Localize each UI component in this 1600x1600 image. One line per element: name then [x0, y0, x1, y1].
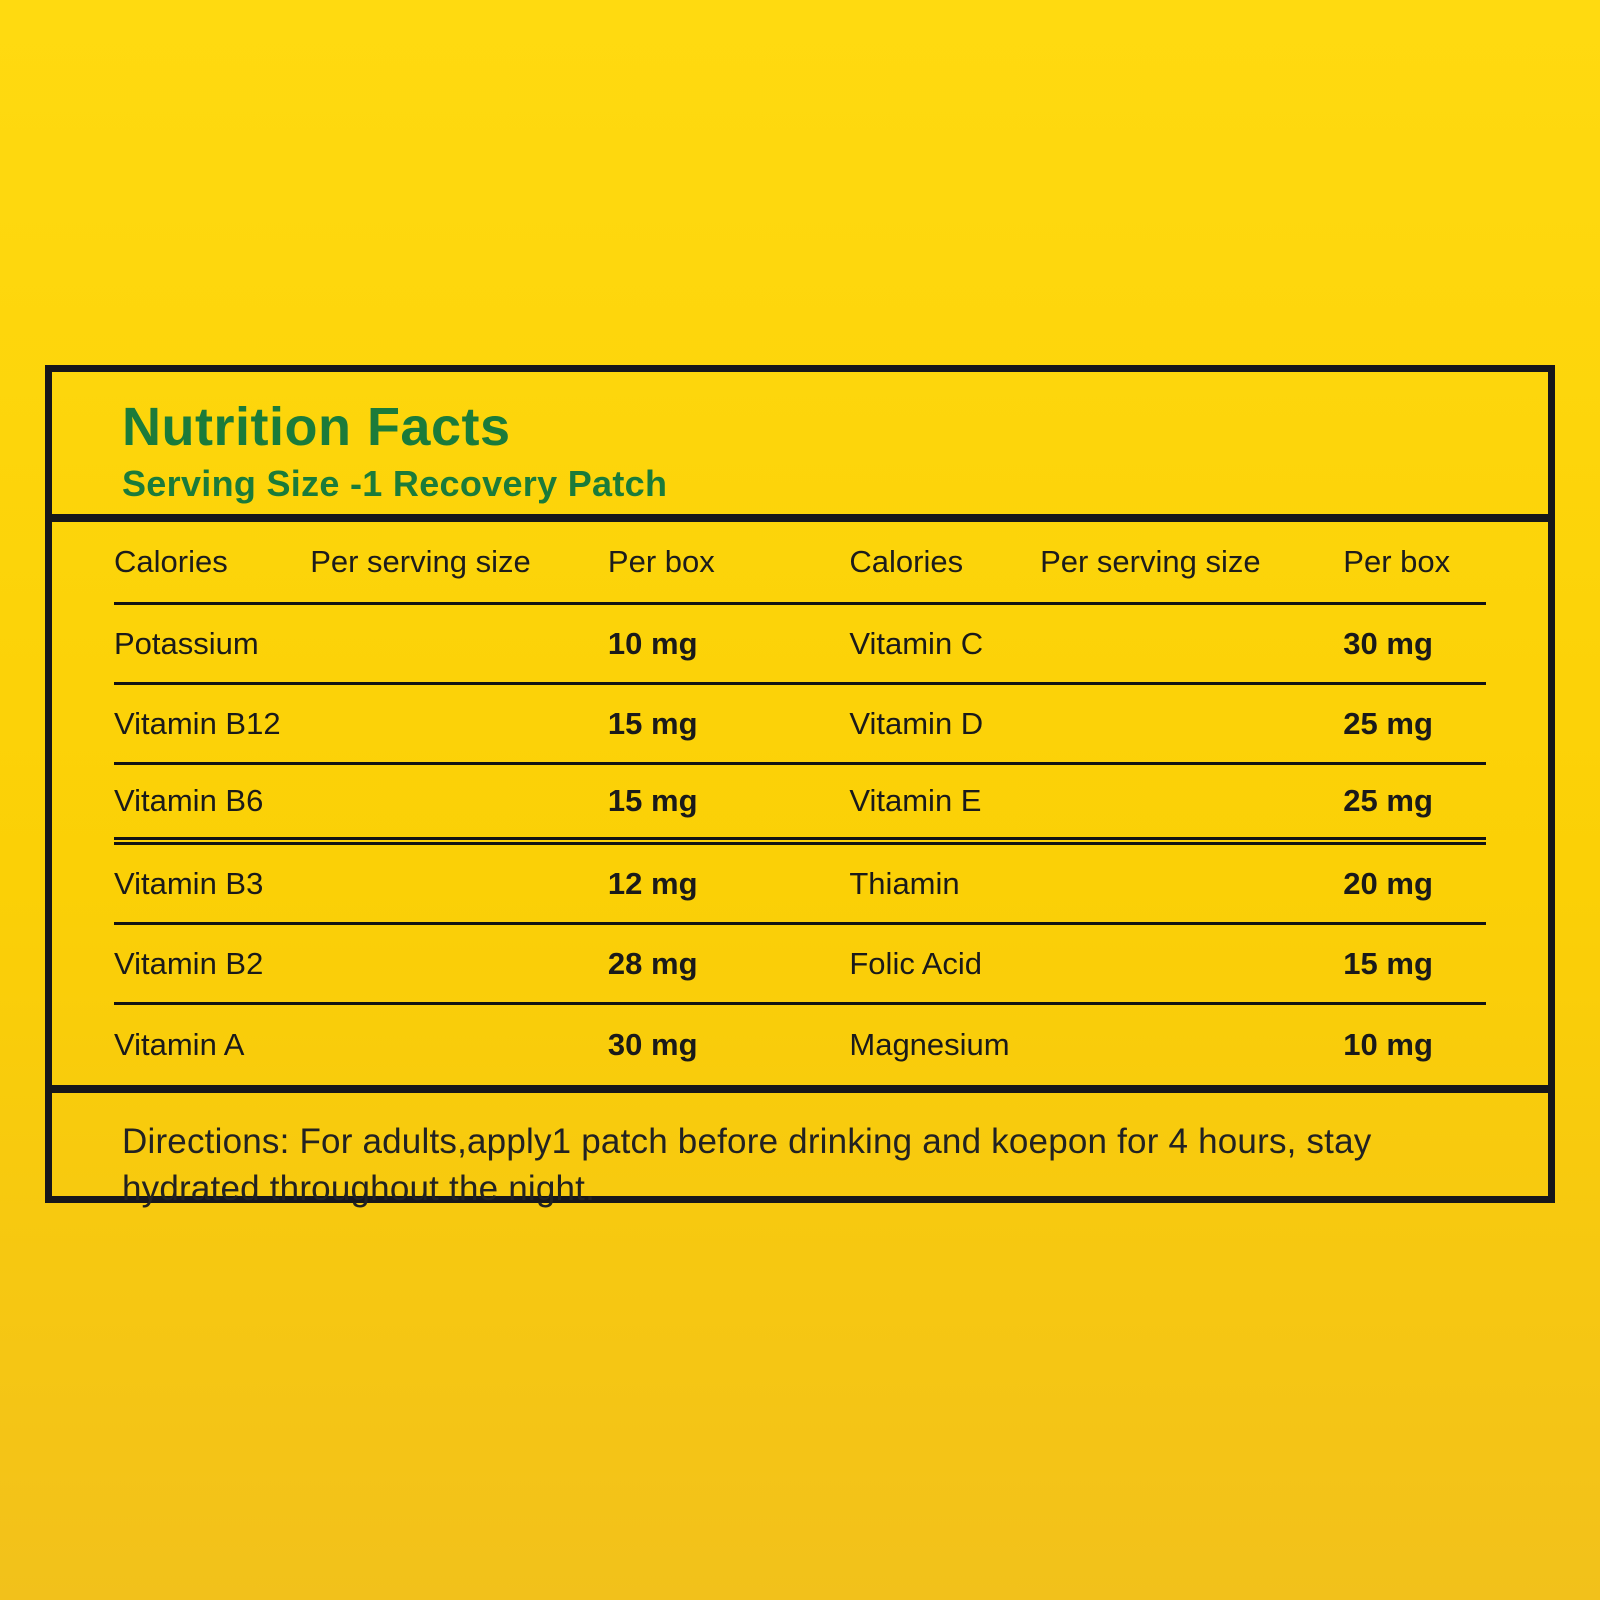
nutrient-name: Potassium	[114, 625, 259, 661]
nutrient-name: Folic Acid	[849, 945, 983, 981]
nutrient-value: 10 mg	[607, 625, 698, 661]
nutrient-value: 30 mg	[607, 1027, 698, 1062]
nutrient-name: Vitamin B2	[114, 945, 264, 981]
panel-header: Nutrition Facts Serving Size -1 Recovery…	[52, 372, 1548, 522]
nutrient-name: Vitamin D	[849, 705, 984, 741]
column-header-calories: Calories	[849, 544, 964, 579]
table-row: Vitamin B2 28 mg Folic Acid 15 mg	[114, 925, 1486, 1005]
table-row: Vitamin B12 15 mg Vitamin D 25 mg	[114, 685, 1486, 765]
nutrition-facts-panel: Nutrition Facts Serving Size -1 Recovery…	[45, 365, 1555, 1208]
nutrient-value: 28 mg	[607, 945, 698, 981]
column-header-per-serving-size: Per serving size	[310, 544, 531, 579]
nutrition-table: Calories Per serving size Per box Calori…	[52, 522, 1548, 1085]
table-row: Vitamin B6 15 mg Vitamin E 25 mg	[114, 765, 1486, 845]
nutrient-value: 30 mg	[1343, 625, 1433, 661]
nutrient-name: Vitamin E	[849, 783, 982, 818]
column-header-per-serving-size: Per serving size	[1040, 544, 1261, 579]
nutrient-value: 15 mg	[607, 783, 698, 818]
column-header-calories: Calories	[114, 544, 228, 579]
serving-size-subtitle: Serving Size -1 Recovery Patch	[122, 463, 668, 505]
table-row: Potassium 10 mg Vitamin C 30 mg	[114, 605, 1486, 685]
table-header-row: Calories Per serving size Per box Calori…	[114, 522, 1486, 605]
nutrient-name: Magnesium	[849, 1027, 1010, 1062]
nutrient-name: Vitamin A	[114, 1027, 245, 1062]
nutrient-name: Vitamin C	[849, 625, 984, 661]
nutrient-value: 20 mg	[1343, 865, 1433, 901]
nutrient-value: 15 mg	[607, 705, 698, 741]
page-title: Nutrition Facts	[122, 397, 511, 457]
column-header-per-box: Per box	[1343, 544, 1451, 579]
table-row: Vitamin A 30 mg Magnesium 10 mg	[114, 1005, 1486, 1085]
nutrient-name: Thiamin	[849, 865, 960, 901]
nutrient-value: 12 mg	[607, 865, 698, 901]
nutrient-name: Vitamin B3	[114, 865, 264, 901]
table-row: Vitamin B3 12 mg Thiamin 20 mg	[114, 845, 1486, 925]
nutrient-name: Vitamin B12	[114, 705, 281, 741]
column-header-per-box: Per box	[607, 544, 715, 579]
nutrient-name: Vitamin B6	[114, 783, 264, 818]
nutrient-value: 15 mg	[1343, 945, 1433, 981]
nutrient-value: 25 mg	[1343, 783, 1433, 818]
directions-text: Directions: For adults,apply1 patch befo…	[52, 1085, 1548, 1242]
nutrient-value: 25 mg	[1343, 705, 1433, 741]
nutrient-value: 10 mg	[1343, 1027, 1433, 1062]
